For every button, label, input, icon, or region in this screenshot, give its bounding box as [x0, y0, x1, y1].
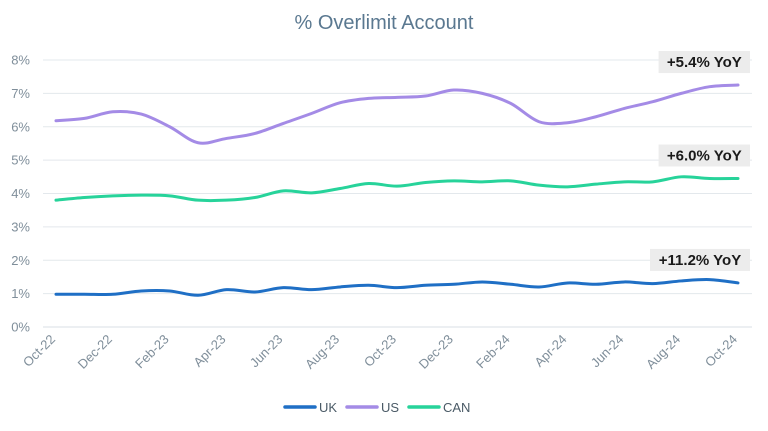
x-tick-label: Feb-23 [132, 332, 172, 372]
series-line-can [54, 175, 740, 203]
series-line-us [54, 83, 740, 145]
yoy-callout-label: +6.0% YoY [667, 147, 742, 164]
x-tick-label: Oct-23 [361, 332, 399, 370]
x-tick-label: Apr-23 [190, 332, 228, 370]
x-tick-label: Apr-24 [531, 332, 569, 370]
x-tick-label: Dec-23 [416, 332, 456, 372]
y-tick-label: 4% [11, 186, 30, 201]
x-tick-label: Oct-24 [702, 332, 740, 370]
y-tick-label: 2% [11, 253, 30, 268]
y-tick-label: 8% [11, 53, 30, 68]
legend-label-uk: UK [319, 400, 337, 415]
x-tick-label: Feb-24 [473, 332, 513, 372]
yoy-callout-box [650, 248, 750, 271]
yoy-callout-label: +11.2% YoY [659, 252, 741, 269]
x-tick-label: Jun-24 [588, 332, 627, 371]
legend-label-can: CAN [443, 400, 470, 415]
chart-title: % Overlimit Account [294, 12, 474, 34]
x-tick-label: Aug-23 [302, 332, 342, 372]
yoy-callout-label: +5.4% YoY [667, 54, 742, 71]
yoy-callout-box [658, 144, 750, 167]
y-tick-label: 5% [11, 153, 30, 168]
y-tick-label: 0% [11, 320, 30, 335]
y-tick-label: 1% [11, 286, 30, 301]
yoy-callout-box [658, 51, 750, 74]
series-line-uk [54, 278, 740, 297]
x-tick-label: Dec-22 [75, 332, 115, 372]
x-tick-label: Oct-22 [20, 332, 58, 370]
x-tick-label: Jun-23 [247, 332, 286, 371]
y-tick-label: 7% [11, 86, 30, 101]
y-tick-label: 6% [11, 119, 30, 134]
legend-label-us: US [381, 400, 399, 415]
x-tick-label: Aug-24 [643, 332, 683, 372]
y-tick-label: 3% [11, 219, 30, 234]
